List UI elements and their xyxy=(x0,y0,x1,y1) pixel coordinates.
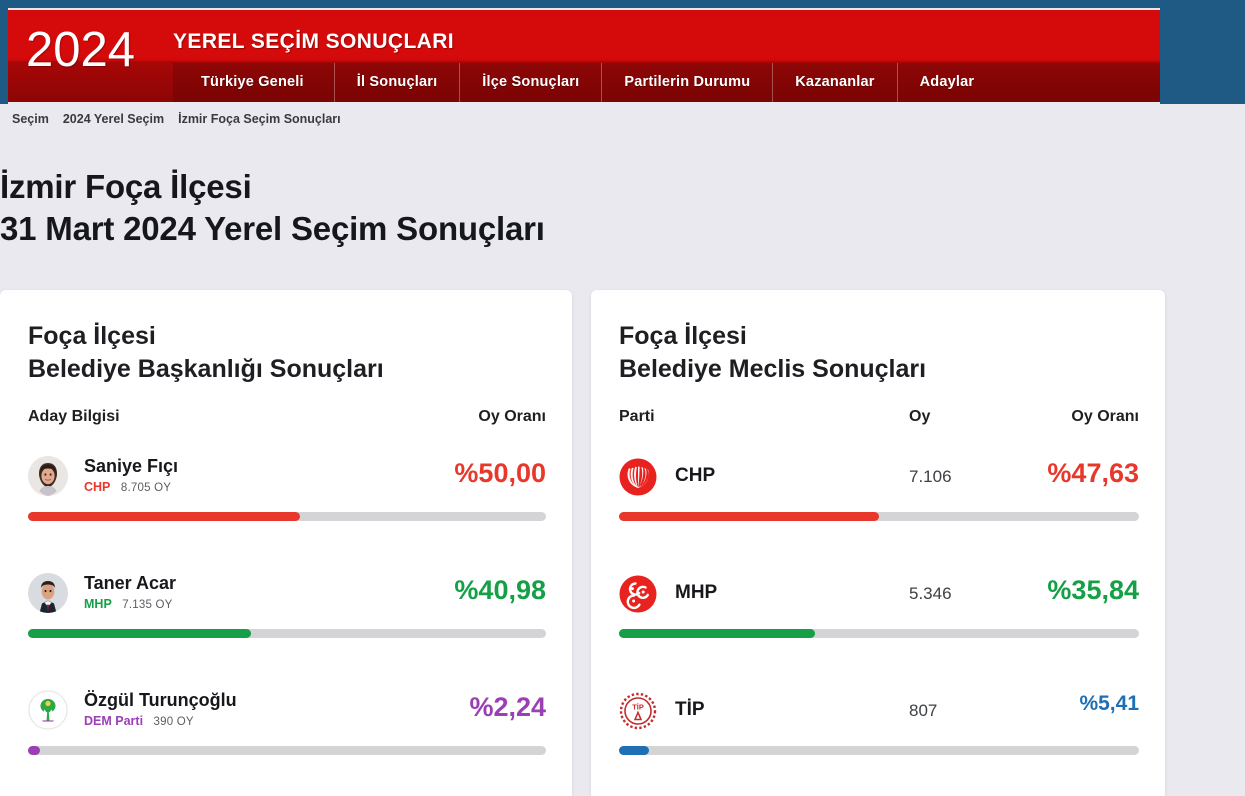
left-border xyxy=(0,0,8,104)
party-row[interactable]: TİP TİP 807 %5,41 xyxy=(619,666,1139,783)
council-column-headers: Parti Oy Oy Oranı xyxy=(619,408,1139,432)
mayor-card-title: Foça İlçesi Belediye Başkanlığı Sonuçlar… xyxy=(28,320,572,386)
nav-item-turkiye-geneli[interactable]: Türkiye Geneli xyxy=(173,63,335,102)
main-navigation: Türkiye Geneli İl Sonuçları İlçe Sonuçla… xyxy=(173,63,1160,102)
vote-bar-fill xyxy=(28,746,41,755)
council-card-title-line2: Belediye Meclis Sonuçları xyxy=(619,355,927,383)
candidate-percent: %40,98 xyxy=(454,575,546,605)
mayor-card-title-line1: Foça İlçesi xyxy=(28,322,156,350)
vote-bar-fill xyxy=(619,746,649,755)
mayor-column-headers: Aday Bilgisi Oy Oranı xyxy=(28,408,546,432)
candidate-votes: 8.705 OY xyxy=(120,482,172,494)
breadcrumb-item-secim[interactable]: Seçim xyxy=(12,112,49,126)
party-row[interactable]: MHP 5.346 %35,84 xyxy=(619,549,1139,666)
avatar xyxy=(28,690,68,730)
top-border xyxy=(0,0,1245,10)
candidate-photo-icon xyxy=(28,573,68,613)
vote-bar-track xyxy=(619,746,1139,755)
candidate-name: Taner Acar xyxy=(84,573,177,593)
mhp-logo-icon xyxy=(619,575,657,613)
column-header-votes: Oy xyxy=(909,408,931,425)
candidate-percent: %2,24 xyxy=(469,692,546,722)
breadcrumb-item-2024-yerel-secim[interactable]: 2024 Yerel Seçim xyxy=(62,112,165,126)
council-results-card: Foça İlçesi Belediye Meclis Sonuçları Pa… xyxy=(591,290,1165,796)
candidate-meta: DEM Parti 390 OY xyxy=(84,714,194,728)
mayor-card-title-line2: Belediye Başkanlığı Sonuçları xyxy=(28,355,384,383)
party-votes: 807 xyxy=(909,701,938,720)
avatar xyxy=(28,573,68,613)
page-title: İzmir Foça İlçesi 31 Mart 2024 Yerel Seç… xyxy=(0,166,545,250)
column-header-candidate: Aday Bilgisi xyxy=(28,408,120,425)
breadcrumb: Seçim 2024 Yerel Seçim İzmir Foça Seçim … xyxy=(12,112,341,126)
candidate-name: Özgül Turunçoğlu xyxy=(84,690,237,710)
party-votes: 5.346 xyxy=(909,584,952,603)
svg-text:TİP: TİP xyxy=(632,703,644,712)
party-votes: 7.106 xyxy=(909,467,952,486)
breadcrumb-item-current: İzmir Foça Seçim Sonuçları xyxy=(178,112,341,126)
party-name: MHP xyxy=(675,582,718,603)
header-top-band xyxy=(8,10,1160,58)
vote-bar-track xyxy=(619,629,1139,638)
site-title: YEREL SEÇİM SONUÇLARI xyxy=(173,30,455,53)
council-card-title-line1: Foça İlçesi xyxy=(619,322,747,350)
tip-logo-icon: TİP xyxy=(619,692,657,730)
nav-item-partilerin-durumu[interactable]: Partilerin Durumu xyxy=(602,63,774,102)
page-title-line1: İzmir Foça İlçesi xyxy=(0,168,252,205)
candidate-photo-icon xyxy=(28,456,68,496)
vote-bar-fill xyxy=(619,629,815,638)
column-header-party: Parti xyxy=(619,408,655,425)
right-border xyxy=(1160,0,1245,104)
avatar xyxy=(28,456,68,496)
candidate-percent: %50,00 xyxy=(454,458,546,488)
candidate-party: CHP xyxy=(84,480,111,494)
column-header-rate: Oy Oranı xyxy=(478,408,546,425)
candidate-votes: 7.135 OY xyxy=(122,599,173,611)
vote-bar-track xyxy=(28,746,546,755)
candidate-row[interactable]: Taner Acar MHP 7.135 OY %40,98 xyxy=(28,549,546,666)
party-row[interactable]: CHP 7.106 %47,63 xyxy=(619,432,1139,549)
party-percent: %5,41 xyxy=(1079,692,1139,715)
dem-parti-logo-icon xyxy=(28,690,68,730)
candidate-votes: 390 OY xyxy=(153,716,194,728)
nav-item-adaylar[interactable]: Adaylar xyxy=(919,74,975,90)
page-title-line2: 31 Mart 2024 Yerel Seçim Sonuçları xyxy=(0,210,545,248)
vote-bar-track xyxy=(28,629,546,638)
party-percent: %47,63 xyxy=(1047,458,1139,488)
candidate-party: MHP xyxy=(84,597,112,611)
nav-item-il-sonuclari[interactable]: İl Sonuçları xyxy=(335,63,461,102)
candidate-meta: CHP 8.705 OY xyxy=(84,480,171,494)
vote-bar-track xyxy=(619,512,1139,521)
party-name: TİP xyxy=(675,699,705,720)
chp-logo-icon xyxy=(619,458,657,496)
year-logo[interactable]: 2024 xyxy=(26,23,136,77)
nav-item-kazananlar[interactable]: Kazananlar xyxy=(773,63,898,102)
vote-bar-fill xyxy=(28,512,300,521)
party-name: CHP xyxy=(675,465,716,486)
vote-bar-track xyxy=(28,512,546,521)
candidate-meta: MHP 7.135 OY xyxy=(84,597,172,611)
party-percent: %35,84 xyxy=(1047,575,1139,605)
mayor-results-card: Foça İlçesi Belediye Başkanlığı Sonuçlar… xyxy=(0,290,572,796)
candidate-party: DEM Parti xyxy=(84,714,144,728)
vote-bar-fill xyxy=(28,629,251,638)
candidate-row[interactable]: Özgül Turunçoğlu DEM Parti 390 OY %2,24 xyxy=(28,666,546,783)
vote-bar-fill xyxy=(619,512,880,521)
site-header: 2024 YEREL SEÇİM SONUÇLARI Türkiye Genel… xyxy=(8,10,1160,102)
council-card-title: Foça İlçesi Belediye Meclis Sonuçları xyxy=(619,320,1165,386)
candidate-row[interactable]: Saniye Fıçı CHP 8.705 OY %50,00 xyxy=(28,432,546,549)
nav-item-ilce-sonuclari[interactable]: İlçe Sonuçları xyxy=(460,63,603,102)
column-header-rate: Oy Oranı xyxy=(1071,408,1139,425)
candidate-name: Saniye Fıçı xyxy=(84,456,179,476)
